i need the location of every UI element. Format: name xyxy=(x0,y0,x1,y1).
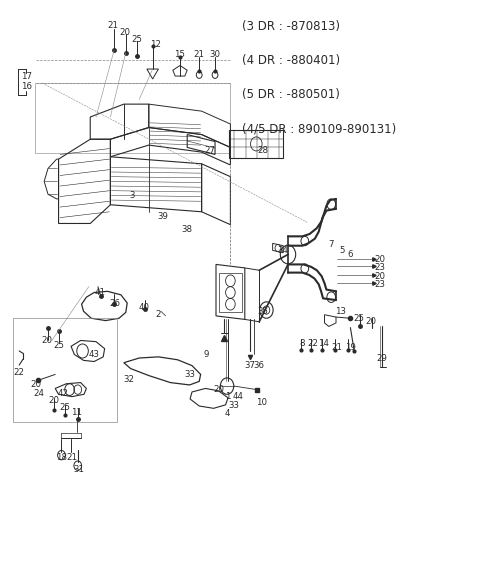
Text: 8: 8 xyxy=(300,339,305,348)
Text: 23: 23 xyxy=(375,263,385,273)
Text: 25: 25 xyxy=(354,314,364,323)
Text: 42: 42 xyxy=(58,388,69,398)
Text: 27: 27 xyxy=(205,146,216,156)
Text: 13: 13 xyxy=(336,307,346,316)
Text: 20: 20 xyxy=(120,28,130,37)
Text: 15: 15 xyxy=(175,50,185,60)
Text: 20: 20 xyxy=(366,317,376,326)
Text: 44: 44 xyxy=(233,392,243,401)
Text: 22: 22 xyxy=(308,339,318,348)
Text: 16: 16 xyxy=(21,82,32,91)
Text: 20: 20 xyxy=(48,396,59,405)
Text: 6: 6 xyxy=(348,250,353,259)
Text: 22: 22 xyxy=(14,367,24,377)
Text: (4 DR : -880401): (4 DR : -880401) xyxy=(242,54,340,67)
Text: 24: 24 xyxy=(33,388,44,398)
Text: (3 DR : -870813): (3 DR : -870813) xyxy=(242,20,340,33)
Text: 30: 30 xyxy=(210,50,220,60)
Text: 36: 36 xyxy=(254,360,264,370)
Text: 2: 2 xyxy=(156,310,161,319)
Text: 11: 11 xyxy=(72,408,82,417)
Text: 20: 20 xyxy=(42,336,52,345)
Text: 23: 23 xyxy=(375,280,385,290)
Text: 20: 20 xyxy=(213,385,224,394)
Text: 29: 29 xyxy=(377,353,387,363)
Text: 31: 31 xyxy=(74,464,84,474)
Text: (5 DR : -880501): (5 DR : -880501) xyxy=(242,88,340,101)
Text: 32: 32 xyxy=(123,374,134,384)
Text: 5: 5 xyxy=(339,246,345,255)
Text: (4/5 DR : 890109-890131): (4/5 DR : 890109-890131) xyxy=(242,122,396,135)
Text: 14: 14 xyxy=(318,339,328,348)
Text: 26: 26 xyxy=(110,298,120,308)
Text: 3: 3 xyxy=(129,191,135,200)
Text: 21: 21 xyxy=(108,20,118,30)
Text: 25: 25 xyxy=(60,403,70,412)
Text: 4: 4 xyxy=(225,408,230,418)
Text: 28: 28 xyxy=(258,146,268,156)
Text: 25: 25 xyxy=(132,35,142,44)
Text: 37: 37 xyxy=(244,360,255,370)
Text: 35: 35 xyxy=(258,307,268,316)
Text: 40: 40 xyxy=(139,302,149,312)
Text: 34: 34 xyxy=(278,246,288,255)
Text: 21: 21 xyxy=(194,50,204,60)
Bar xyxy=(229,130,283,158)
Text: 43: 43 xyxy=(89,350,99,359)
Text: 33: 33 xyxy=(184,370,195,379)
Text: 21: 21 xyxy=(67,453,77,462)
Text: 41: 41 xyxy=(95,288,105,297)
Text: 20: 20 xyxy=(30,380,41,390)
Text: 33: 33 xyxy=(228,401,239,411)
Text: 25: 25 xyxy=(53,340,64,350)
Text: 20: 20 xyxy=(375,255,385,264)
Text: 10: 10 xyxy=(256,398,266,407)
Text: 17: 17 xyxy=(21,71,32,81)
Text: 9: 9 xyxy=(204,350,209,359)
Text: 21: 21 xyxy=(332,343,342,352)
Text: 12: 12 xyxy=(151,40,161,49)
Text: 19: 19 xyxy=(345,343,356,352)
Bar xyxy=(219,273,242,312)
Text: 1: 1 xyxy=(225,392,230,401)
Bar xyxy=(13,318,117,422)
Text: 18: 18 xyxy=(56,453,67,462)
Text: 39: 39 xyxy=(158,212,168,221)
Text: 20: 20 xyxy=(375,272,385,281)
Text: 7: 7 xyxy=(328,240,334,249)
Text: 38: 38 xyxy=(182,225,192,234)
